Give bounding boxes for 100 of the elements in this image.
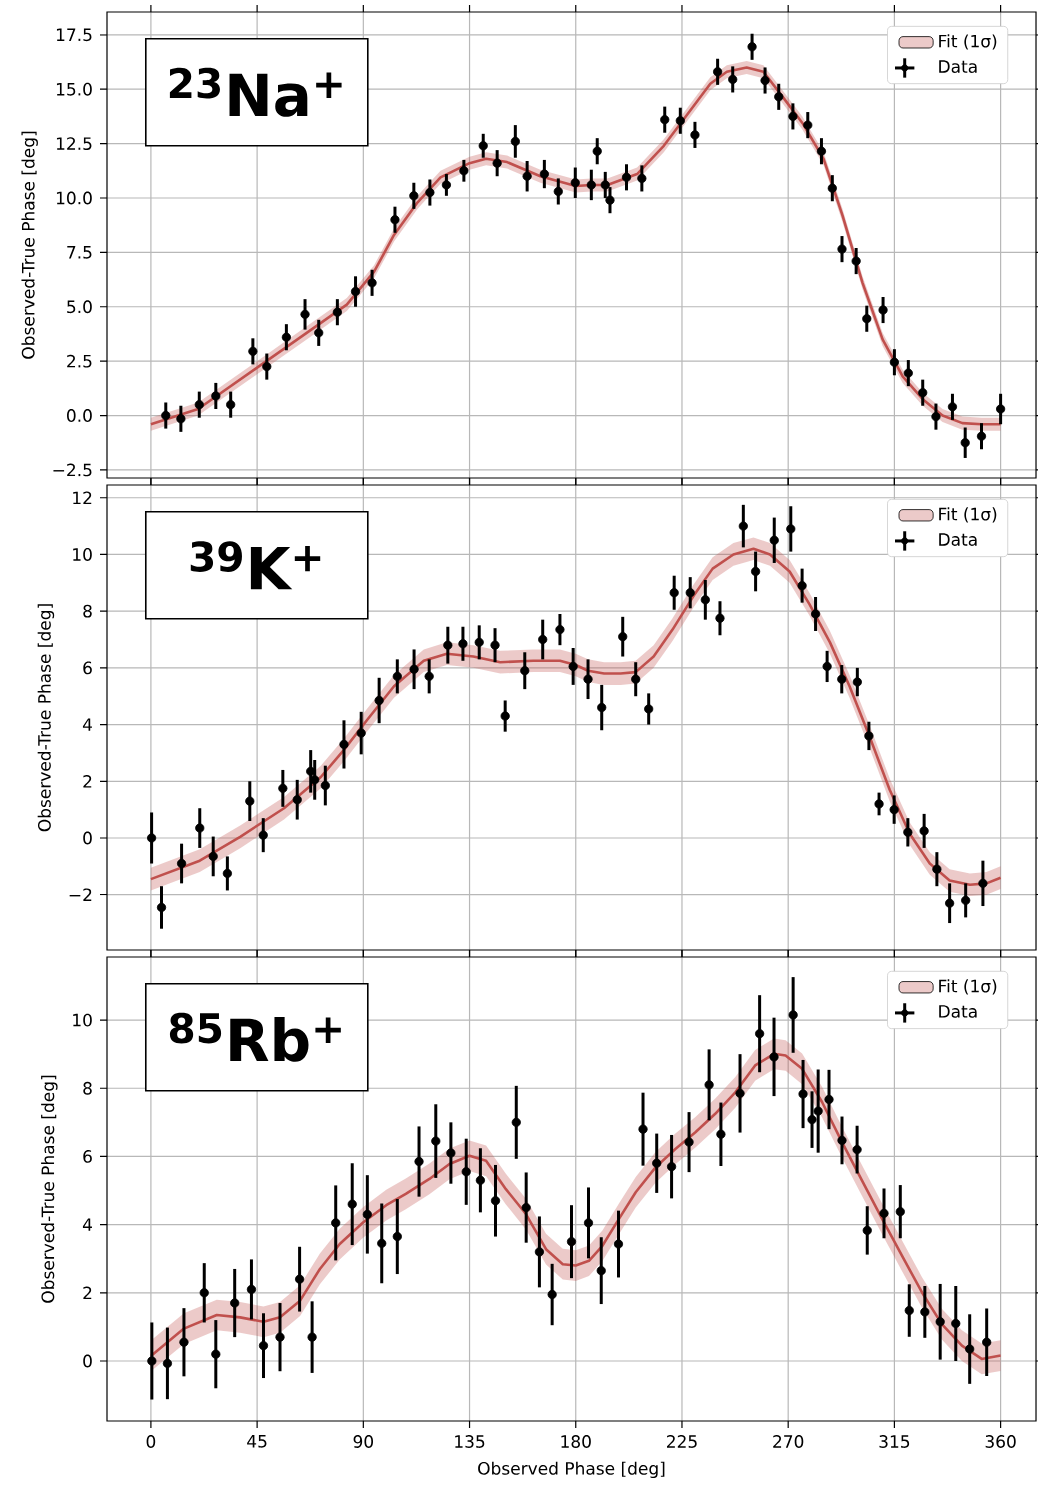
point — [837, 674, 847, 684]
point — [747, 42, 757, 52]
point — [889, 357, 899, 367]
point — [621, 172, 632, 182]
point — [769, 1052, 779, 1062]
point — [903, 827, 913, 837]
point — [307, 1332, 317, 1342]
point — [961, 895, 971, 905]
x-tick-label: 270 — [773, 1435, 804, 1448]
point — [644, 704, 654, 714]
point — [555, 624, 565, 635]
y-tick-label: 12 — [73, 491, 92, 505]
point — [275, 1332, 285, 1342]
point — [431, 1136, 441, 1146]
point — [459, 166, 469, 176]
y-tick-label: 10.0 — [56, 191, 92, 205]
point — [786, 524, 796, 534]
point — [978, 878, 988, 888]
point — [945, 898, 955, 908]
point — [538, 634, 548, 645]
point — [738, 521, 748, 531]
legend-label: Data — [939, 1005, 977, 1018]
point — [903, 368, 913, 378]
point — [553, 186, 563, 197]
point — [996, 404, 1006, 414]
point — [424, 671, 434, 681]
point — [837, 1135, 847, 1146]
point — [690, 130, 700, 140]
point — [774, 92, 784, 102]
point — [474, 637, 484, 647]
point — [248, 346, 258, 356]
y-axis-title: Observed-True Phase [deg] — [21, 131, 38, 359]
point — [851, 256, 861, 266]
y-tick-label: 12.5 — [56, 137, 92, 151]
point — [716, 1129, 726, 1139]
point — [566, 1237, 577, 1247]
point — [597, 702, 607, 713]
point — [510, 136, 520, 147]
point — [862, 314, 872, 324]
point — [583, 674, 593, 684]
point — [179, 1337, 189, 1347]
point — [947, 402, 958, 412]
y-axis-title: Observed-True Phase [deg] — [37, 604, 55, 832]
point — [660, 115, 670, 125]
point — [147, 833, 157, 843]
point — [816, 146, 827, 156]
point — [935, 1317, 945, 1327]
point — [852, 677, 862, 687]
point — [458, 639, 468, 649]
y-tick-label: 5.0 — [67, 300, 92, 314]
point — [461, 1167, 471, 1177]
legend-label: Data — [939, 533, 977, 546]
point — [919, 826, 929, 836]
point — [827, 183, 837, 193]
point — [618, 632, 628, 642]
x-tick-label: 180 — [561, 1435, 591, 1448]
point — [596, 1266, 606, 1276]
point — [810, 609, 821, 619]
y-tick-label: 10 — [73, 1013, 92, 1027]
x-axis-title: Observed Phase [deg] — [478, 1461, 665, 1479]
point — [246, 1284, 257, 1294]
y-tick-label: 8 — [83, 1081, 92, 1095]
point — [684, 1137, 694, 1147]
point — [245, 796, 255, 806]
point — [367, 278, 377, 288]
point — [704, 1080, 714, 1090]
point — [490, 1196, 501, 1206]
point — [652, 1158, 662, 1168]
point — [208, 851, 218, 862]
y-tick-label: −2.5 — [53, 463, 92, 477]
point — [295, 1274, 305, 1284]
point — [300, 309, 310, 319]
point — [230, 1298, 240, 1308]
point — [511, 1117, 521, 1127]
point — [292, 795, 302, 805]
point — [735, 1088, 745, 1098]
point — [685, 588, 695, 598]
point — [409, 191, 419, 201]
y-tick-label: 4 — [82, 1218, 92, 1231]
y-tick-label: 0 — [83, 1354, 92, 1368]
point — [392, 671, 402, 681]
point — [522, 171, 532, 181]
point — [889, 805, 899, 815]
point — [534, 1247, 544, 1257]
point — [226, 400, 236, 410]
y-tick-label: 6 — [83, 1150, 92, 1163]
point — [176, 414, 186, 424]
x-tick-label: 360 — [985, 1435, 1016, 1448]
point — [374, 695, 384, 706]
x-tick-label: 135 — [455, 1435, 485, 1448]
point — [583, 1218, 594, 1228]
point — [362, 1209, 372, 1219]
point — [147, 1356, 157, 1366]
annotation: $^{39}$K$^{+}$ — [190, 541, 321, 590]
point — [568, 661, 578, 672]
point — [262, 361, 272, 372]
point — [852, 1145, 862, 1155]
point — [605, 195, 615, 205]
point — [600, 180, 610, 190]
point — [982, 1337, 992, 1347]
